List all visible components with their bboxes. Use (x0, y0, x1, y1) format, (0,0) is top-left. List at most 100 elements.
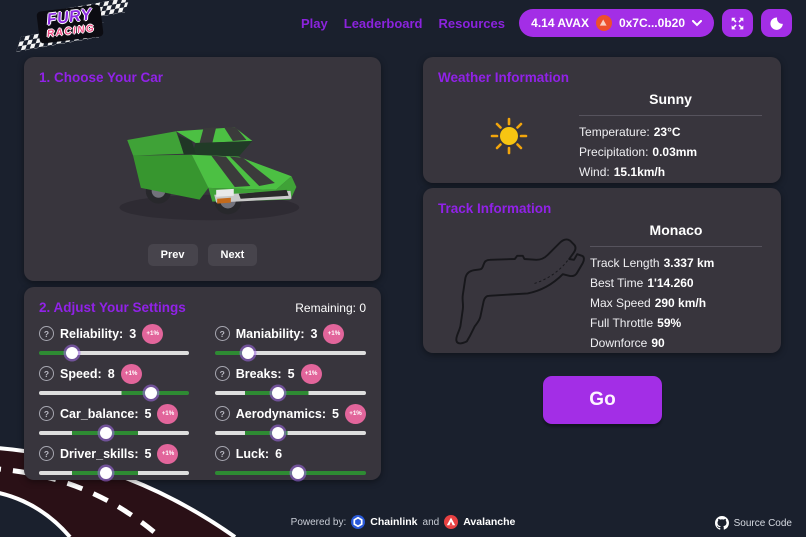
bonus-badge: +1% (120, 363, 142, 384)
main-nav: Play Leaderboard Resources (301, 16, 505, 31)
slider-item-reliability: ? Reliability: 3 +1% (39, 323, 189, 359)
slider-thumb[interactable] (145, 387, 158, 399)
car-preview[interactable] (39, 81, 366, 244)
source-code-label: Source Code (733, 517, 792, 529)
bonus-badge: +1% (300, 363, 322, 384)
slider-label: Aerodynamics: (235, 406, 327, 421)
help-icon[interactable]: ? (39, 446, 54, 461)
slider-track[interactable] (39, 467, 189, 479)
slider-label: Luck: (235, 446, 270, 461)
car-image (119, 126, 300, 220)
track-map (455, 238, 585, 345)
help-icon[interactable]: ? (214, 446, 230, 461)
help-icon[interactable]: ? (214, 406, 230, 421)
slider-track[interactable] (214, 387, 366, 399)
stat-best-time: Best Time 1'14.260 (590, 276, 694, 290)
slider-thumb[interactable] (272, 427, 285, 439)
slider-value: 5 (144, 406, 152, 421)
weather-condition: Sunny (649, 91, 692, 107)
wallet-address: 0x7C...0b20 (618, 16, 685, 30)
chainlink-icon (351, 515, 366, 529)
slider-value: 6 (275, 446, 283, 461)
source-code-link[interactable]: Source Code (714, 516, 792, 530)
bonus-badge: +1% (157, 443, 179, 464)
slider-value: 3 (310, 326, 318, 341)
slider-item-aerodynamics: ? Aerodynamics: 5 +1% (214, 403, 366, 439)
help-icon[interactable]: ? (39, 406, 54, 421)
theme-toggle-button[interactable] (761, 9, 792, 37)
settings-title: 2. Adjust Your Settings (39, 300, 186, 315)
top-navbar: FURY RACING Play Leaderboard Resources 4… (0, 0, 806, 52)
adjust-settings-card: 2. Adjust Your Settings Remaining: 0 ? R… (24, 287, 381, 480)
stat-max-speed: Max Speed 290 km/h (590, 296, 707, 310)
slider-item-luck: ? Luck: 6 (214, 443, 366, 479)
help-icon[interactable]: ? (214, 326, 230, 341)
help-icon[interactable]: ? (214, 366, 230, 381)
weather-info-card: Weather Information Sunny Temperatu (423, 57, 781, 183)
slider-thumb[interactable] (100, 427, 113, 439)
divider (579, 115, 762, 116)
wallet-balance: 4.14 AVAX (531, 16, 589, 30)
slider-item-breaks: ? Breaks: 5 +1% (214, 363, 366, 399)
chainlink-label[interactable]: Chainlink (370, 516, 418, 528)
and-label: and (422, 516, 440, 528)
go-button[interactable]: Go (543, 376, 662, 424)
slider-label: Speed: (60, 366, 102, 381)
slider-item-speed: ? Speed: 8 +1% (39, 363, 189, 399)
wallet-button[interactable]: 4.14 AVAX 0x7C...0b20 (519, 9, 714, 37)
nav-item-leaderboard[interactable]: Leaderboard (343, 15, 423, 31)
avalanche-avatar-icon (595, 15, 612, 31)
help-icon[interactable]: ? (39, 366, 54, 381)
weather-title: Weather Information (438, 70, 570, 85)
sun-icon (490, 117, 527, 155)
bonus-badge: +1% (142, 323, 164, 344)
help-icon[interactable]: ? (39, 326, 54, 341)
choose-car-title: 1. Choose Your Car (39, 70, 164, 85)
car-nav-buttons: Prev Next (39, 244, 366, 268)
slider-track[interactable] (214, 347, 366, 359)
divider (590, 246, 762, 247)
slider-item-driver-skills: ? Driver_skills: 5 +1% (39, 443, 189, 479)
stat-precipitation: Precipitation: 0.03mm (579, 145, 698, 159)
slider-item-maniability: ? Maniability: 3 +1% (214, 323, 366, 359)
next-car-button[interactable]: Next (207, 244, 258, 266)
track-title: Track Information (438, 201, 552, 216)
stat-wind: Wind: 15.1km/h (579, 165, 666, 179)
fullscreen-button[interactable] (722, 9, 753, 37)
choose-car-card: 1. Choose Your Car (24, 57, 381, 281)
slider-label: Maniability: (235, 326, 305, 341)
bonus-badge: +1% (157, 403, 179, 424)
github-icon (714, 516, 729, 530)
slider-value: 5 (287, 366, 295, 381)
track-info-card: Track Information Monaco Track Length 3.3… (423, 188, 781, 353)
slider-value: 5 (332, 406, 339, 421)
slider-track[interactable] (214, 427, 366, 439)
stat-temperature: Temperature: 23°C (579, 125, 681, 139)
slider-track[interactable] (39, 427, 189, 439)
slider-thumb[interactable] (272, 387, 285, 399)
avalanche-label[interactable]: Avalanche (463, 516, 516, 528)
moon-icon (770, 16, 783, 30)
nav-item-play[interactable]: Play (301, 15, 328, 31)
track-name: Monaco (649, 222, 703, 238)
slider-track[interactable] (39, 387, 189, 399)
prev-car-button[interactable]: Prev (147, 244, 198, 266)
slider-item-car-balance: ? Car_balance: 5 +1% (39, 403, 189, 439)
slider-thumb[interactable] (242, 347, 254, 359)
slider-track[interactable] (214, 467, 366, 479)
expand-arrows-icon (731, 17, 744, 29)
chevron-down-icon (692, 19, 702, 26)
slider-value: 3 (129, 326, 137, 341)
slider-track[interactable] (39, 347, 189, 359)
slider-thumb[interactable] (100, 467, 113, 479)
slider-value: 5 (144, 446, 152, 461)
slider-label: Driver_skills: (60, 446, 139, 461)
slider-thumb[interactable] (65, 347, 78, 359)
nav-item-resources[interactable]: Resources (438, 15, 505, 31)
slider-label: Reliability: (60, 326, 124, 341)
avalanche-icon (444, 515, 459, 529)
fury-racing-logo[interactable]: FURY RACING (14, 0, 144, 52)
slider-thumb[interactable] (291, 467, 304, 479)
stat-full-throttle: Full Throttle 59% (590, 316, 682, 330)
